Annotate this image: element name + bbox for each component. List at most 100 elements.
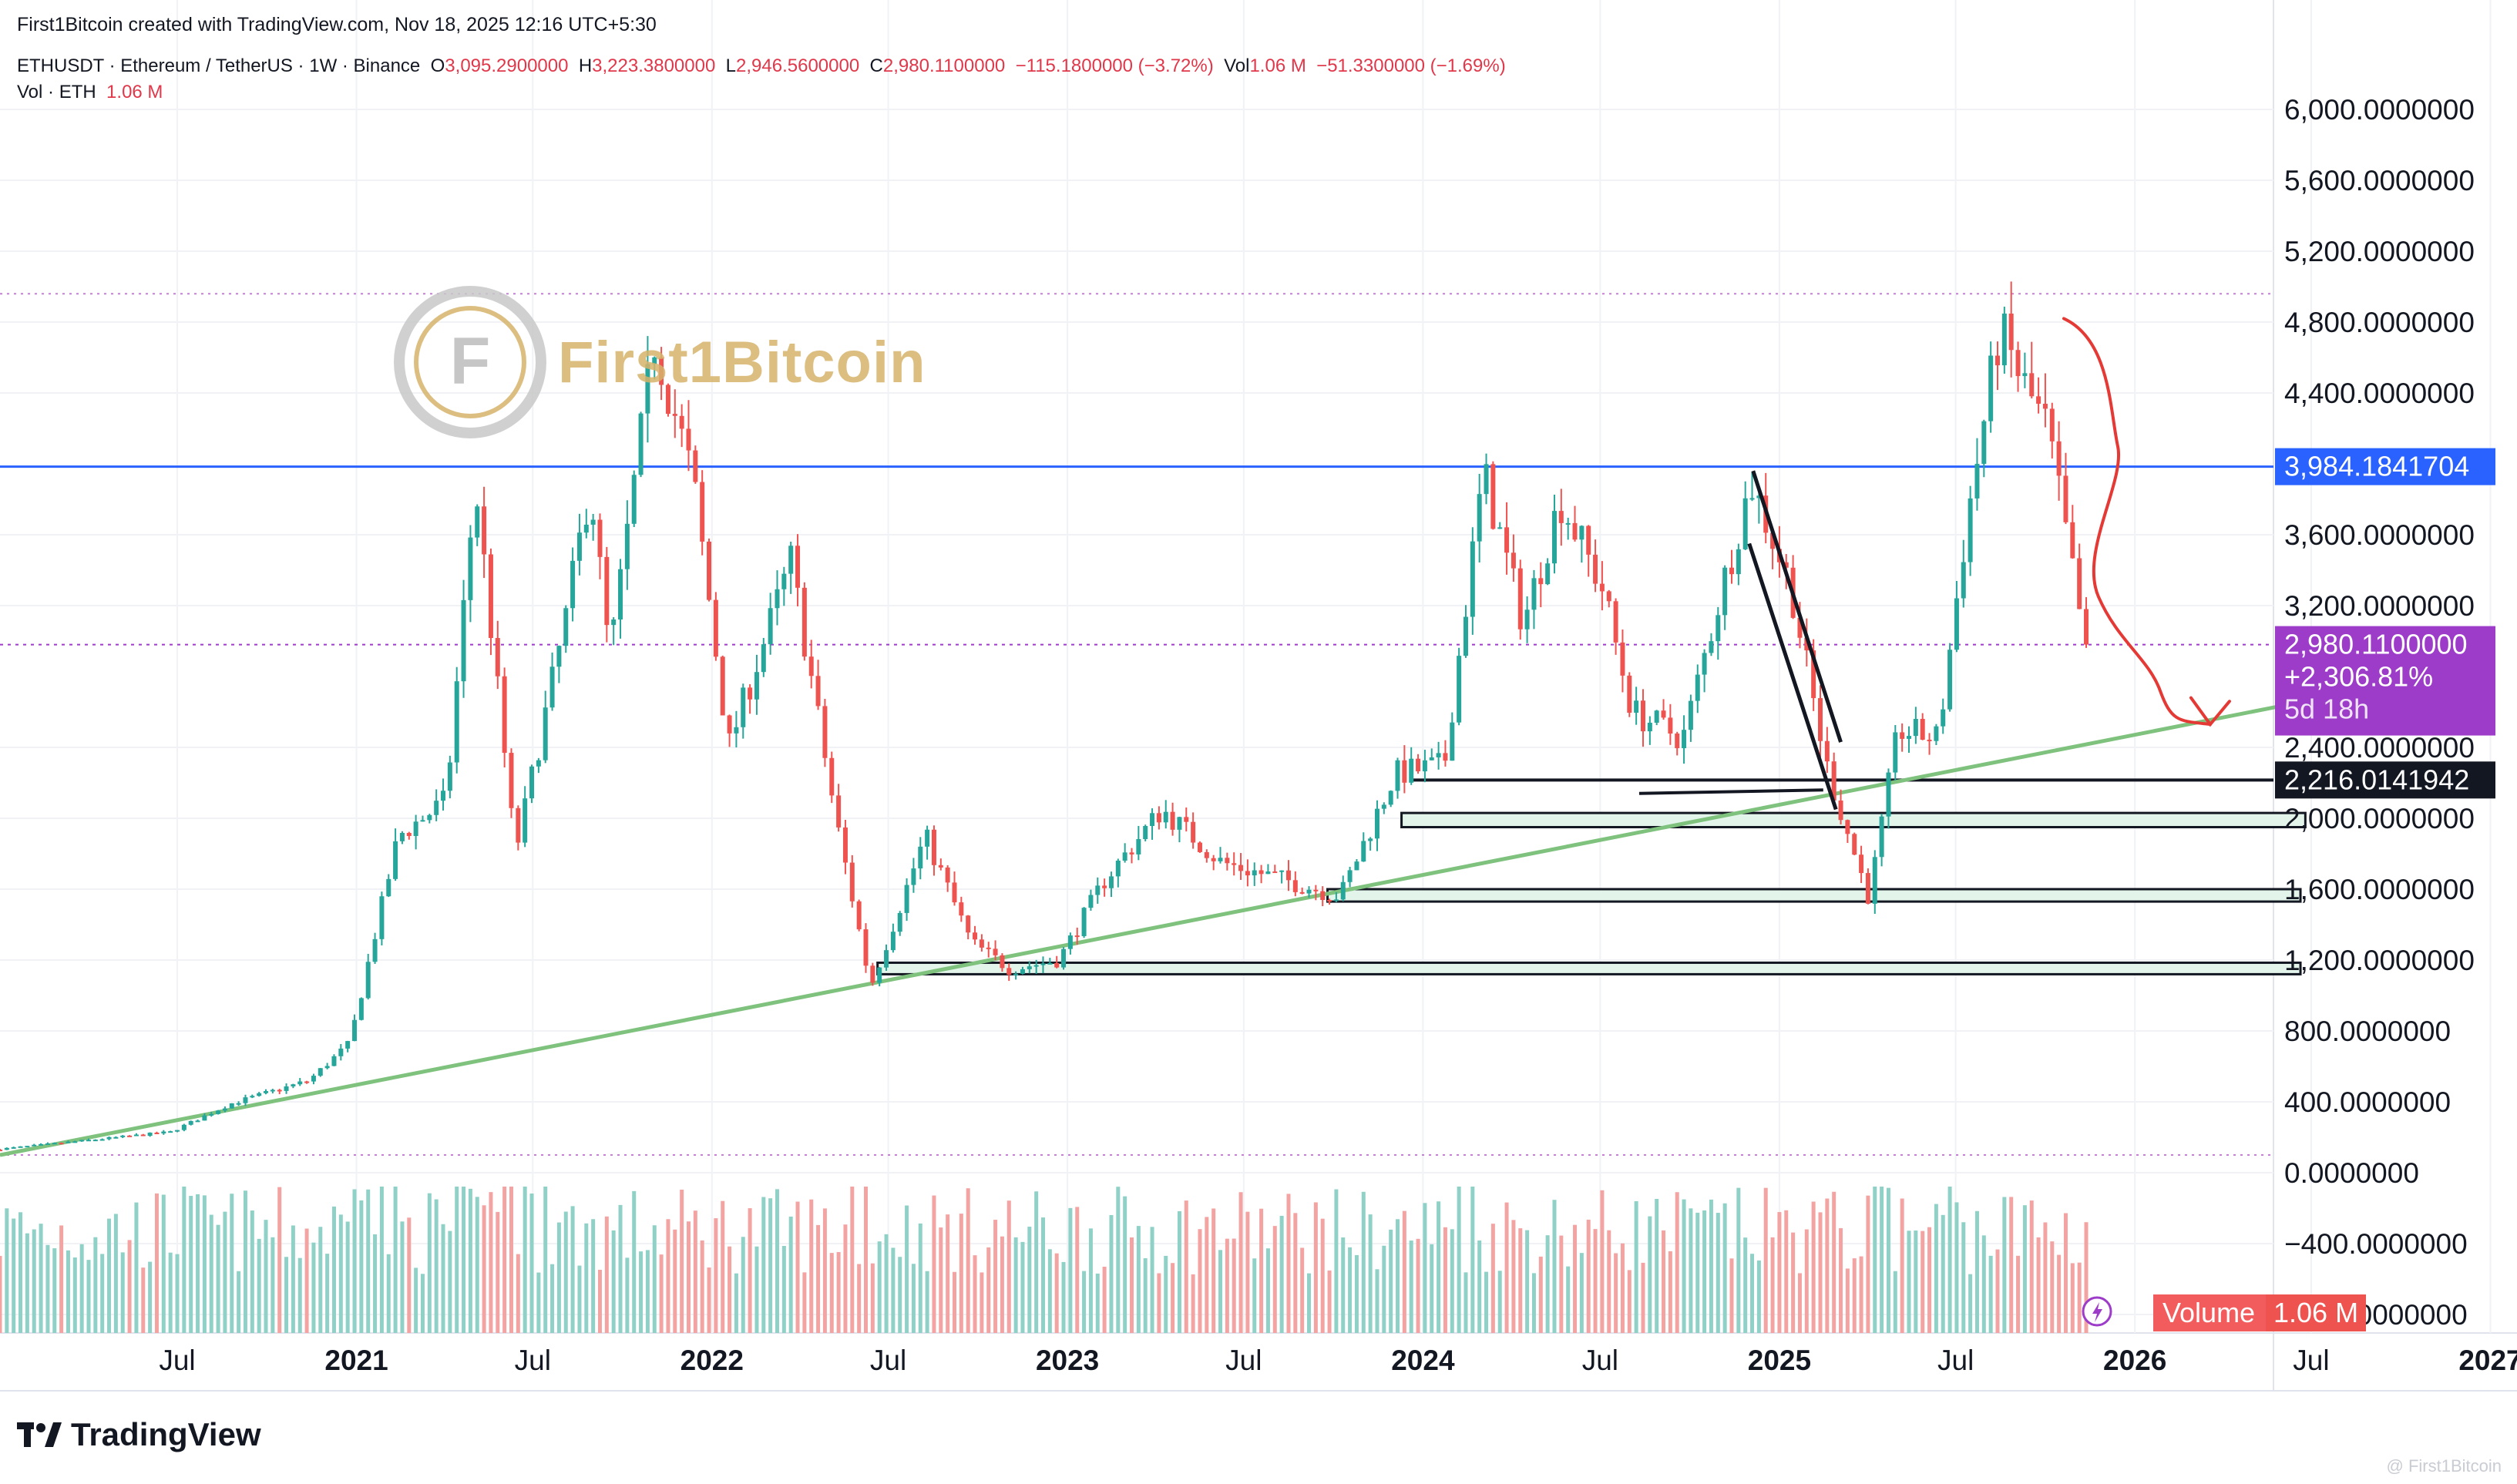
candle[interactable]: [461, 579, 466, 698]
candle[interactable]: [973, 925, 978, 945]
candle[interactable]: [652, 356, 657, 380]
trendline[interactable]: [0, 674, 2431, 1157]
candle[interactable]: [665, 383, 670, 417]
candle[interactable]: [884, 944, 889, 971]
candle[interactable]: [243, 1094, 248, 1106]
candle[interactable]: [890, 923, 896, 953]
candle[interactable]: [1191, 812, 1196, 849]
candle[interactable]: [904, 878, 909, 922]
candle[interactable]: [0, 1148, 2, 1152]
candle[interactable]: [468, 525, 473, 623]
candle[interactable]: [1436, 741, 1441, 770]
candle[interactable]: [611, 617, 617, 646]
candle[interactable]: [1640, 689, 1645, 747]
candle[interactable]: [1108, 871, 1114, 898]
candle[interactable]: [11, 1147, 16, 1149]
candle[interactable]: [604, 546, 610, 643]
candle[interactable]: [952, 871, 957, 906]
candle[interactable]: [147, 1132, 153, 1137]
candle[interactable]: [1299, 887, 1305, 895]
wedge-base-line[interactable]: [1638, 788, 1823, 795]
candle[interactable]: [1941, 698, 1946, 734]
candle[interactable]: [638, 411, 644, 478]
candle[interactable]: [781, 566, 787, 606]
candle[interactable]: [284, 1083, 289, 1094]
candle[interactable]: [815, 660, 821, 710]
candle[interactable]: [509, 748, 514, 818]
candle[interactable]: [222, 1106, 227, 1113]
candle[interactable]: [536, 757, 541, 774]
candle[interactable]: [1088, 889, 1094, 911]
candle[interactable]: [1845, 819, 1850, 843]
candle[interactable]: [188, 1120, 193, 1126]
candle[interactable]: [679, 404, 684, 448]
candle[interactable]: [1443, 740, 1448, 767]
candle[interactable]: [1824, 727, 1830, 774]
support-zone[interactable]: [1400, 811, 2307, 828]
candle[interactable]: [1081, 907, 1087, 938]
candle[interactable]: [877, 967, 882, 987]
candle[interactable]: [1558, 489, 1564, 546]
candle[interactable]: [297, 1078, 303, 1086]
candle[interactable]: [413, 814, 418, 850]
candle[interactable]: [918, 837, 923, 880]
candle[interactable]: [1033, 959, 1039, 974]
candle[interactable]: [1361, 832, 1366, 862]
candle[interactable]: [1006, 963, 1012, 982]
candle[interactable]: [2029, 341, 2035, 399]
candle[interactable]: [761, 637, 766, 677]
candle[interactable]: [597, 513, 603, 579]
candle[interactable]: [25, 1146, 30, 1148]
candle[interactable]: [475, 504, 480, 546]
symbol-legend[interactable]: ETHUSDT · Ethereum / TetherUS · 1W · Bin…: [17, 55, 1506, 77]
candle[interactable]: [229, 1103, 234, 1109]
candle[interactable]: [1593, 539, 1598, 593]
candle[interactable]: [270, 1089, 275, 1094]
volume-legend[interactable]: Vol · ETH 1.06 M: [17, 82, 163, 103]
ascending-trendline[interactable]: [0, 674, 2431, 1157]
candle[interactable]: [1409, 747, 1414, 785]
candle[interactable]: [427, 814, 432, 824]
candle[interactable]: [1204, 849, 1209, 863]
candle[interactable]: [1170, 802, 1175, 836]
support-zones[interactable]: [876, 811, 2307, 975]
candle[interactable]: [1163, 800, 1168, 829]
candle[interactable]: [1381, 802, 1386, 814]
candle[interactable]: [2070, 505, 2075, 559]
candle[interactable]: [1695, 664, 1700, 713]
candle[interactable]: [1654, 710, 1659, 726]
candle[interactable]: [420, 815, 425, 822]
candle[interactable]: [624, 500, 630, 590]
candle[interactable]: [1736, 543, 1741, 586]
candle[interactable]: [590, 513, 596, 541]
candle[interactable]: [120, 1135, 126, 1139]
candle[interactable]: [79, 1140, 85, 1142]
candle[interactable]: [1074, 927, 1080, 945]
candle[interactable]: [748, 684, 753, 714]
candle[interactable]: [1531, 569, 1537, 630]
candle[interactable]: [1122, 843, 1127, 863]
candle[interactable]: [1995, 341, 2001, 391]
candle[interactable]: [516, 805, 521, 851]
candle[interactable]: [1340, 875, 1346, 901]
candle[interactable]: [1961, 539, 1966, 608]
candle[interactable]: [1968, 485, 1973, 576]
candle[interactable]: [2084, 596, 2089, 648]
candle[interactable]: [1872, 850, 1877, 915]
candle[interactable]: [106, 1136, 112, 1140]
candle[interactable]: [1497, 522, 1503, 529]
candle[interactable]: [856, 899, 862, 932]
candle[interactable]: [216, 1110, 221, 1115]
candle[interactable]: [945, 865, 950, 892]
candle[interactable]: [2036, 377, 2041, 414]
candle[interactable]: [2049, 402, 2055, 459]
candle[interactable]: [1184, 807, 1189, 832]
candle[interactable]: [1490, 461, 1496, 530]
candle[interactable]: [331, 1054, 337, 1066]
candle[interactable]: [1477, 474, 1482, 563]
candle[interactable]: [1177, 816, 1182, 843]
forecast-arrow-head[interactable]: [2189, 696, 2231, 727]
candle[interactable]: [734, 710, 739, 748]
candle[interactable]: [863, 923, 869, 973]
candle[interactable]: [1517, 559, 1523, 640]
